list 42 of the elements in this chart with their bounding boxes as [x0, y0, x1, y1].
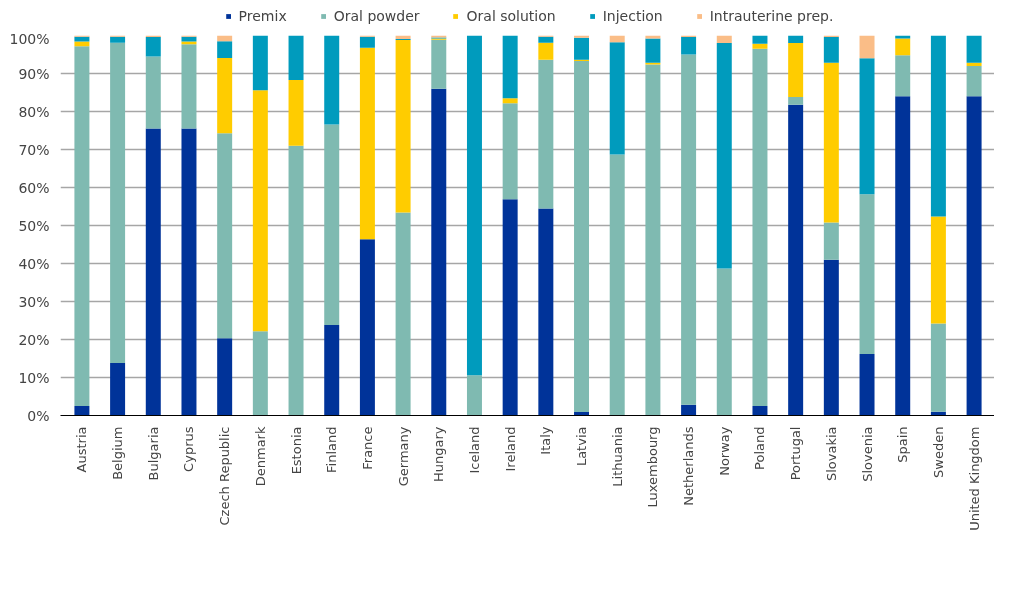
x-tick-label: Luxembourg: [645, 426, 661, 508]
x-tick-label: Belgium: [110, 426, 126, 480]
y-tick-label: 70%: [18, 141, 50, 158]
y-tick-label: 40%: [18, 255, 50, 272]
legend-label: Oral solution: [466, 8, 556, 24]
x-tick-label: Austria: [74, 426, 90, 473]
x-tick-label: Cyprus: [181, 426, 197, 472]
x-tick-label: Ireland: [502, 426, 518, 472]
x-tick-label: Lithuania: [609, 426, 625, 487]
y-tick-label: 20%: [18, 331, 50, 348]
legend-label: Intrauterine prep.: [709, 8, 834, 24]
y-tick-label: 60%: [18, 179, 50, 196]
y-tick-label: 80%: [18, 103, 50, 120]
x-tick-label: Portugal: [788, 426, 804, 481]
x-tick-label: Latvia: [574, 426, 590, 467]
y-tick-label: 10%: [18, 369, 50, 386]
legend-label: Oral powder: [333, 8, 420, 24]
x-tick-label: Sweden: [930, 426, 946, 478]
x-tick-label: Iceland: [466, 426, 482, 474]
x-tick-label: Italy: [538, 426, 554, 455]
x-tick-label: Germany: [395, 426, 411, 487]
x-tick-label: Slovenia: [859, 426, 875, 482]
x-tick-label: Spain: [895, 426, 911, 463]
legend-label: Premix: [238, 8, 287, 24]
x-tick-label: Norway: [716, 426, 732, 476]
x-tick-label: Finland: [324, 426, 340, 473]
y-tick-label: 30%: [18, 293, 50, 310]
x-tick-label: United Kingdom: [966, 426, 982, 531]
x-tick-label: France: [359, 426, 375, 470]
y-tick-label: 0%: [27, 407, 50, 424]
legend-label: Injection: [602, 8, 663, 24]
y-tick-label: 90%: [18, 65, 50, 82]
x-tick-label: Denmark: [252, 426, 268, 487]
x-tick-label: Hungary: [431, 426, 447, 483]
y-tick-label: 100%: [9, 30, 50, 47]
x-tick-label: Slovakia: [823, 426, 839, 482]
x-tick-label: Estonia: [288, 426, 304, 475]
x-tick-label: Bulgaria: [145, 426, 161, 481]
x-tick-label: Poland: [752, 426, 768, 470]
x-tick-label: Czech Republic: [217, 426, 233, 526]
x-tick-label: Netherlands: [681, 426, 697, 506]
y-tick-label: 50%: [18, 217, 50, 234]
